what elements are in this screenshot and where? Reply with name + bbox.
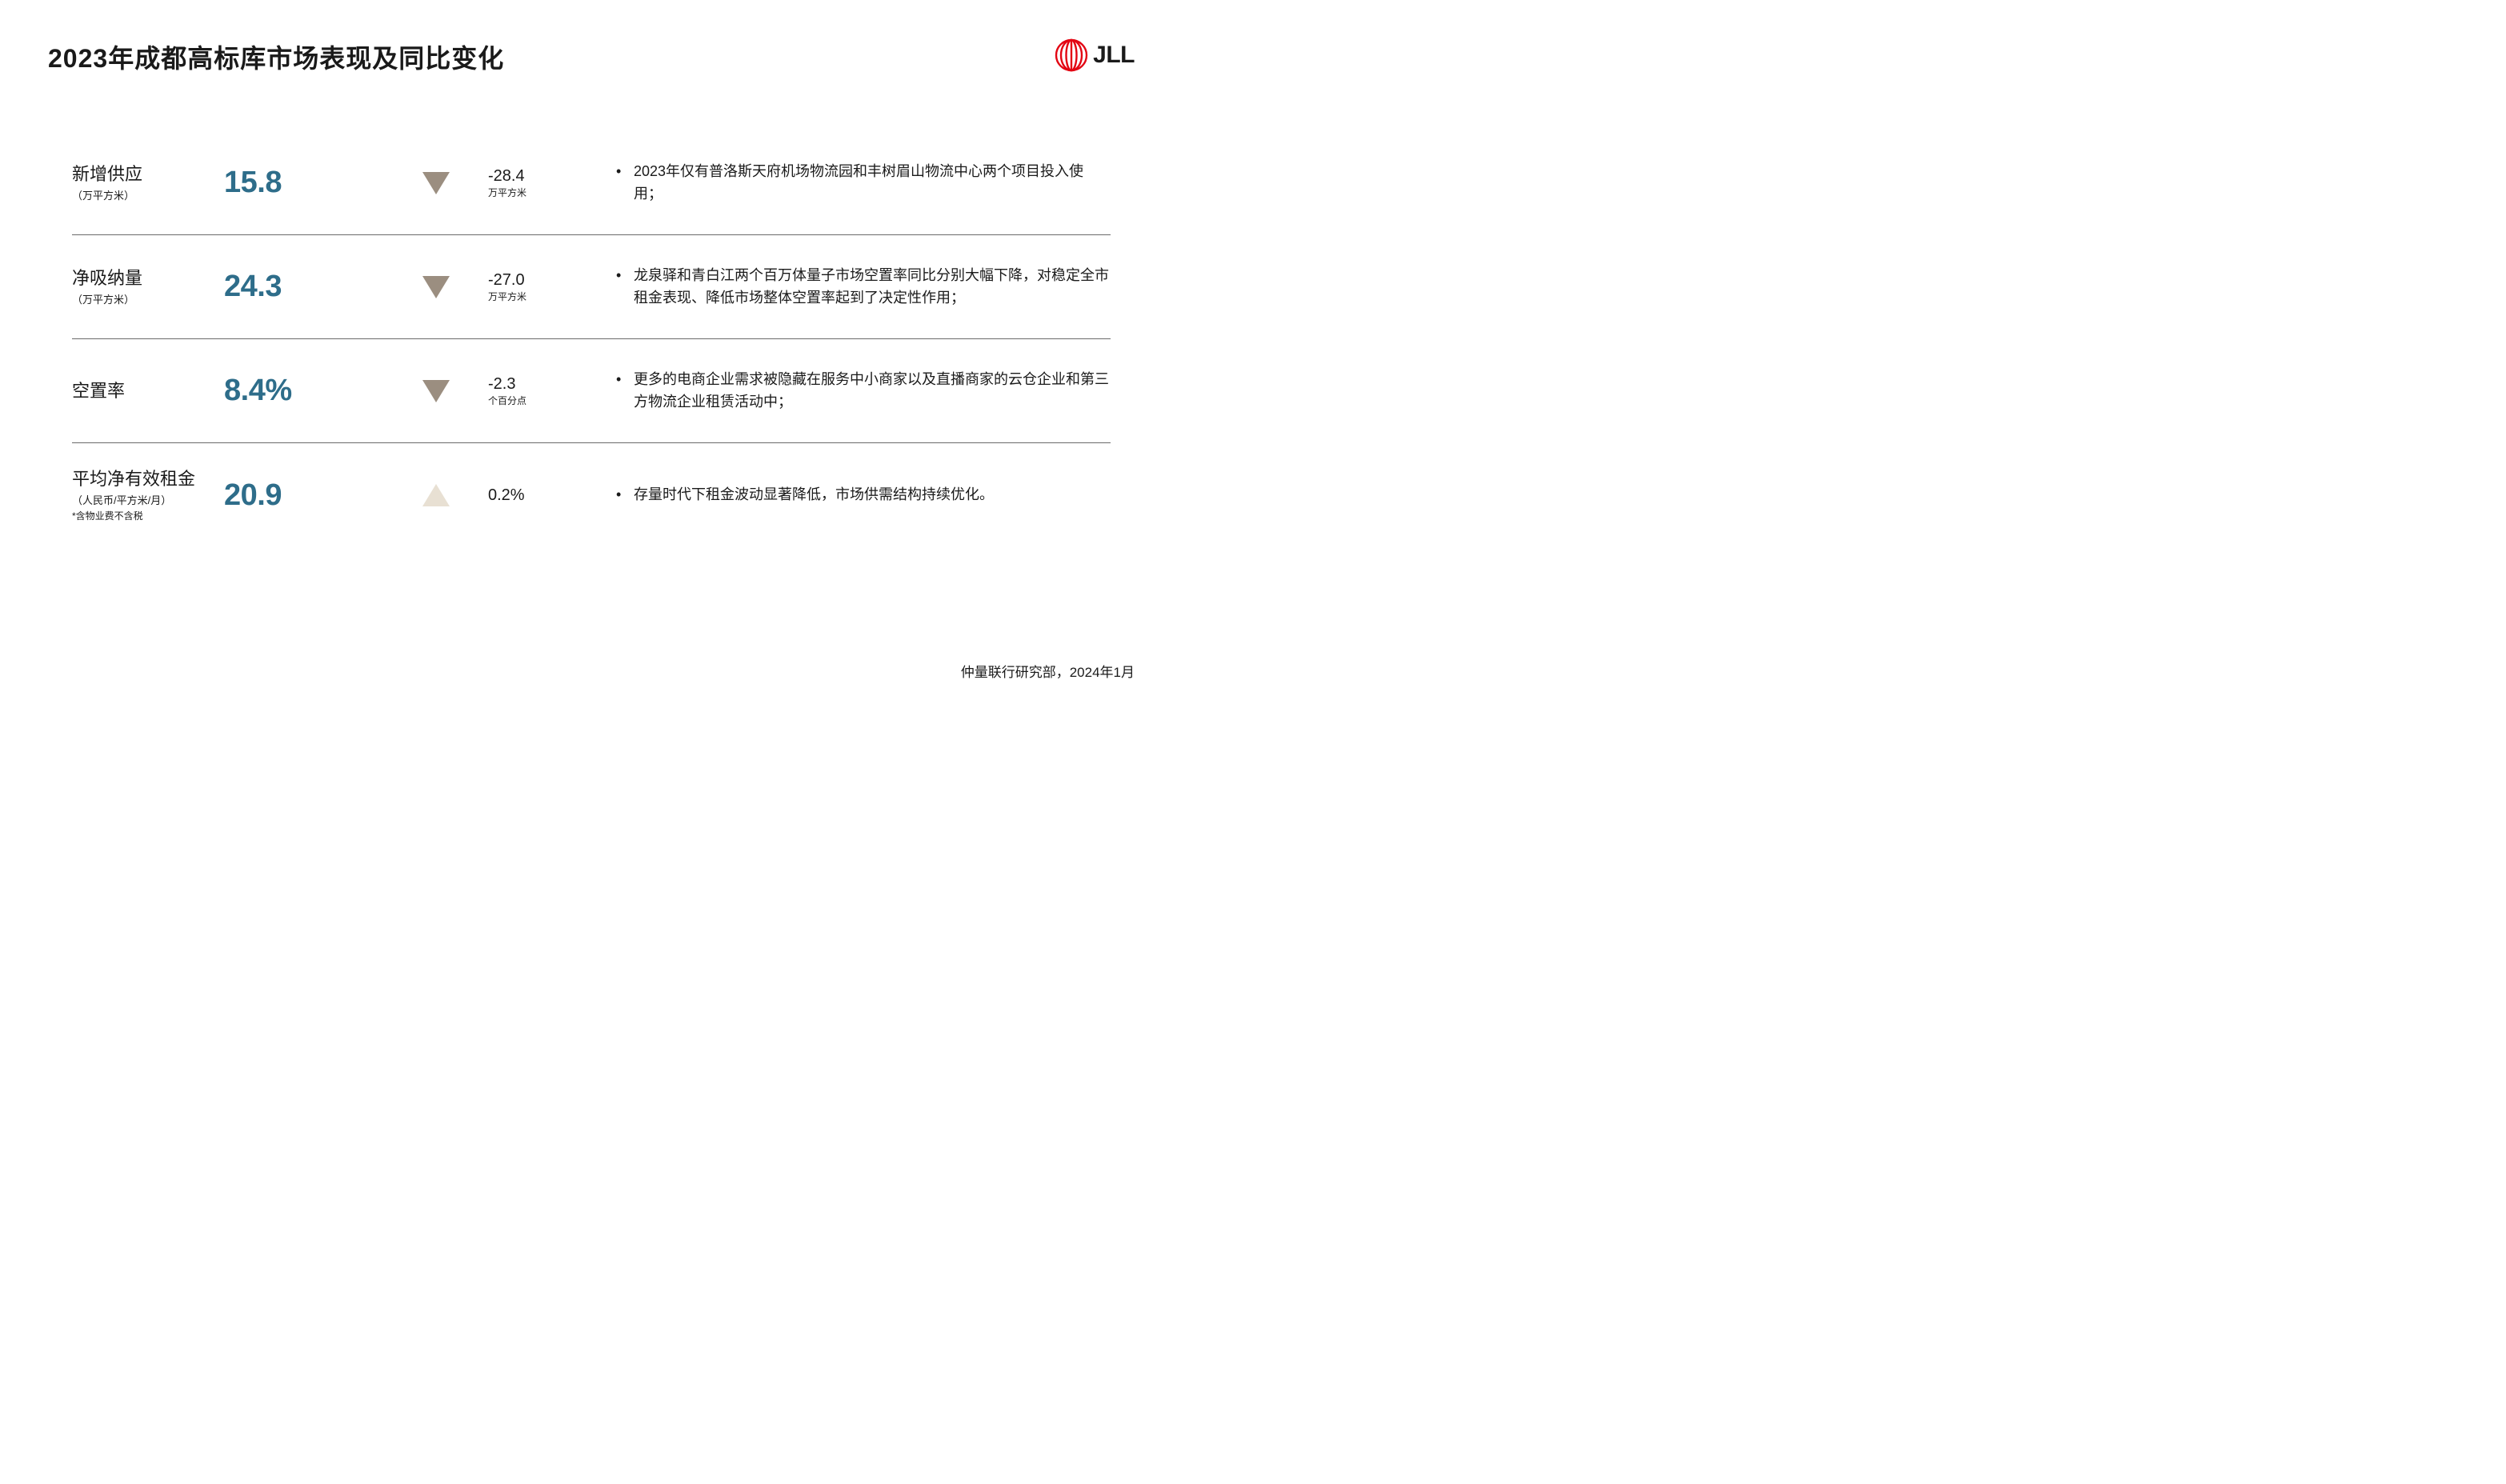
metric-name: 空置率 — [72, 380, 224, 402]
metric-delta-cell: -27.0万平方米 — [488, 271, 592, 303]
logo: JLL — [1055, 38, 1135, 72]
arrow-up-icon — [384, 484, 488, 506]
metric-value: 8.4% — [224, 374, 384, 408]
metric-label-unit: （万平方米） — [72, 187, 224, 202]
metric-delta-value: 0.2% — [488, 486, 592, 505]
metric-delta-value: -2.3 — [488, 375, 592, 394]
header: 2023年成都高标库市场表现及同比变化 JLL — [48, 38, 1135, 75]
bullet-icon: • — [616, 265, 634, 310]
metric-value-cell: 20.9 — [224, 478, 384, 513]
metric-note-cell: •更多的电商企业需求被隐藏在服务中小商家以及直播商家的云仓企业和第三方物流企业租… — [592, 369, 1111, 414]
metric-note-text: 2023年仅有普洛斯天府机场物流园和丰树眉山物流中心两个项目投入使用； — [634, 161, 1111, 206]
metric-label-note: *含物业费不含税 — [72, 509, 224, 522]
metric-note-cell: •存量时代下租金波动显著降低，市场供需结构持续优化。 — [592, 484, 1111, 506]
table-row: 平均净有效租金 （人民币/平方米/月） *含物业费不含税20.9 0.2% •存量时代下… — [72, 443, 1111, 547]
footer-source: 仲量联行研究部，2024年1月 — [961, 661, 1135, 681]
metric-delta-value: -27.0 — [488, 271, 592, 290]
bullet-icon: • — [616, 369, 634, 414]
metric-label-cell: 新增供应（万平方米） — [72, 163, 224, 202]
logo-text: JLL — [1093, 42, 1135, 69]
metric-delta-cell: 0.2% — [488, 486, 592, 505]
metric-delta-value: -28.4 — [488, 167, 592, 186]
table-row: 空置率8.4% -2.3个百分点 •更多的电商企业需求被隐藏在服务中小商家以及直播商… — [72, 339, 1111, 443]
metric-value: 20.9 — [224, 478, 384, 513]
arrow-down-icon — [384, 276, 488, 298]
metric-delta-cell: -2.3个百分点 — [488, 375, 592, 407]
bullet-icon: • — [616, 484, 634, 506]
metric-note-item: •龙泉驿和青白江两个百万体量子市场空置率同比分别大幅下降，对稳定全市租金表现、降… — [616, 265, 1111, 310]
metric-note-item: •2023年仅有普洛斯天府机场物流园和丰树眉山物流中心两个项目投入使用； — [616, 161, 1111, 206]
metric-name: 新增供应 — [72, 163, 224, 186]
metric-label-unit: （万平方米） — [72, 291, 224, 306]
metric-note-item: •存量时代下租金波动显著降低，市场供需结构持续优化。 — [616, 484, 1111, 506]
metric-delta-unit: 万平方米 — [488, 186, 592, 199]
metric-value-cell: 15.8 — [224, 166, 384, 200]
bullet-icon: • — [616, 161, 634, 206]
table-row: 新增供应（万平方米）15.8 -28.4万平方米 •2023年仅有普洛斯天府机场物流… — [72, 131, 1111, 235]
metric-label-cell: 平均净有效租金 （人民币/平方米/月） *含物业费不含税 — [72, 468, 224, 522]
metric-label-cell: 净吸纳量（万平方米） — [72, 267, 224, 306]
arrow-down-icon — [384, 172, 488, 194]
page-title: 2023年成都高标库市场表现及同比变化 — [48, 38, 504, 75]
metric-note-text: 更多的电商企业需求被隐藏在服务中小商家以及直播商家的云仓企业和第三方物流企业租赁… — [634, 369, 1111, 414]
metric-delta-unit: 个百分点 — [488, 394, 592, 407]
metric-delta-cell: -28.4万平方米 — [488, 167, 592, 199]
metric-label-unit: （人民币/平方米/月） — [72, 492, 224, 507]
metrics-table: 新增供应（万平方米）15.8-28.4万平方米•2023年仅有普洛斯天府机场物流… — [72, 131, 1111, 547]
metric-label-cell: 空置率 — [72, 380, 224, 402]
metric-value: 15.8 — [224, 166, 384, 200]
metric-note-cell: •龙泉驿和青白江两个百万体量子市场空置率同比分别大幅下降，对稳定全市租金表现、降… — [592, 265, 1111, 310]
metric-note-text: 存量时代下租金波动显著降低，市场供需结构持续优化。 — [634, 484, 994, 506]
metric-delta-unit: 万平方米 — [488, 290, 592, 303]
metric-note-text: 龙泉驿和青白江两个百万体量子市场空置率同比分别大幅下降，对稳定全市租金表现、降低… — [634, 265, 1111, 310]
metric-value-cell: 8.4% — [224, 374, 384, 408]
table-row: 净吸纳量（万平方米）24.3 -27.0万平方米 •龙泉驿和青白江两个百万体量子市场… — [72, 235, 1111, 339]
logo-mark-icon — [1055, 38, 1088, 72]
arrow-down-icon — [384, 380, 488, 402]
metric-note-item: •更多的电商企业需求被隐藏在服务中小商家以及直播商家的云仓企业和第三方物流企业租… — [616, 369, 1111, 414]
metric-value: 24.3 — [224, 270, 384, 304]
metric-value-cell: 24.3 — [224, 270, 384, 304]
metric-name: 平均净有效租金 — [72, 468, 224, 490]
metric-note-cell: •2023年仅有普洛斯天府机场物流园和丰树眉山物流中心两个项目投入使用； — [592, 161, 1111, 206]
metric-name: 净吸纳量 — [72, 267, 224, 290]
